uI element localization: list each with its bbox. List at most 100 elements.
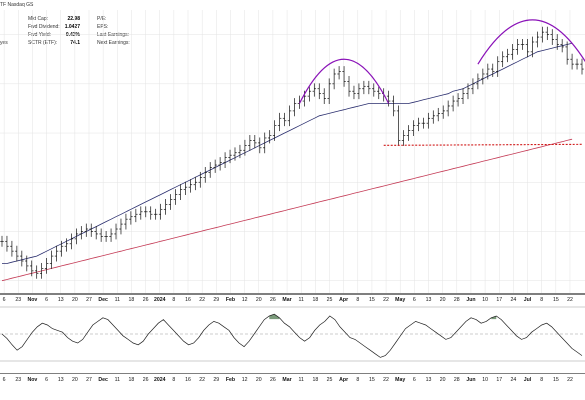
stats-left: Mkt Cap: 22.98 Fwd Dividend: 1.0427 Fwd Yiel… (28, 16, 81, 46)
x-tick-label: 10 (482, 297, 488, 303)
price-bar (555, 34, 559, 50)
x-tick-label: Feb (226, 377, 235, 383)
price-bar (114, 223, 118, 240)
x-tick-label: 26 (270, 377, 276, 383)
x-tick-label: 18 (129, 297, 135, 303)
price-bar (15, 245, 19, 262)
x-tick-label: Jul (524, 297, 532, 303)
ma-long-line (1, 138, 573, 282)
stat-label: P/E: (97, 16, 106, 22)
price-bar (570, 53, 574, 70)
stat-label: Fwd Dividend: (28, 24, 60, 30)
x-tick-label: 2024 (154, 377, 166, 383)
price-bar (243, 139, 247, 156)
x-tick-label: Apr (339, 377, 348, 383)
price-bar (163, 198, 168, 215)
price-bar (332, 68, 336, 90)
price-bar (44, 258, 49, 274)
x-axis-bottom: 6 23 Nov 6 13 20 27 Dec 11 18 26 2024 8 16 22 29 Feb 12 20… (3, 377, 573, 383)
price-bar (5, 235, 9, 252)
price-bar (248, 135, 252, 151)
price-bar (525, 39, 530, 58)
price-bar (89, 223, 93, 237)
price-bar (64, 238, 69, 252)
price-bar (119, 218, 123, 235)
price-bar (99, 228, 103, 242)
x-tick-label: 12 (242, 377, 248, 383)
x-tick-label: 13 (58, 297, 64, 303)
x-tick-label: 22 (199, 377, 205, 383)
price-bar (25, 255, 29, 272)
price-bar (372, 83, 376, 97)
x-tick-label: May (395, 297, 405, 303)
x-tick-label: 15 (369, 297, 375, 303)
price-bar (272, 120, 277, 141)
price-bar (59, 240, 64, 257)
x-tick-label: 17 (496, 377, 502, 383)
price-bar (10, 240, 14, 257)
price-bar (322, 88, 326, 105)
x-tick-label: 25 (327, 377, 333, 383)
x-tick-label: Dec (98, 297, 108, 303)
price-bar (396, 105, 401, 146)
price-bar (94, 226, 98, 240)
x-tick-label: 28 (454, 377, 460, 383)
price-bar (416, 117, 421, 132)
x-tick-label: 10 (482, 377, 488, 383)
price-bar (580, 58, 584, 75)
x-tick-label: 18 (312, 297, 318, 303)
pattern-arc-march (298, 58, 390, 104)
x-tick-label: 13 (426, 377, 432, 383)
price-bar (545, 26, 550, 41)
price-bar (74, 228, 79, 245)
price-bar (500, 51, 505, 68)
price-bar (253, 135, 257, 149)
price-bar (312, 83, 317, 97)
oscillator-panel (0, 294, 585, 374)
stat-value: 22.98 (67, 16, 80, 22)
x-tick-label: 8 (356, 377, 359, 383)
price-bar (124, 213, 128, 230)
price-bar (267, 130, 272, 144)
price-bar (104, 230, 108, 242)
x-tick-label: May (395, 377, 405, 383)
grid (0, 10, 585, 294)
support-line (383, 143, 583, 146)
price-bar (352, 85, 356, 100)
stats-right: P/E: EPS: Last Earnings: Next Earnings: (97, 16, 130, 46)
price-bar (367, 80, 371, 95)
price-bar (560, 39, 564, 53)
x-tick-label: Feb (226, 297, 235, 303)
x-tick-label: 27 (86, 297, 92, 303)
price-bar (391, 95, 396, 117)
x-tick-label: 11 (298, 377, 303, 383)
x-tick-label: Jul (524, 377, 532, 383)
price-bar (54, 245, 59, 262)
x-tick-label: 6 (45, 377, 48, 383)
x-tick-label: 20 (72, 377, 78, 383)
price-bar (550, 29, 554, 45)
x-tick-label: Nov (28, 297, 38, 303)
x-tick-label: 24 (510, 297, 516, 303)
price-bar (495, 56, 500, 77)
price-bar (193, 176, 198, 191)
price-bar (357, 83, 361, 100)
price-bar (39, 262, 44, 279)
price-bar (20, 250, 24, 267)
price-bar (223, 152, 227, 168)
price-bar (213, 159, 217, 173)
stat-value: 0.43% (66, 32, 81, 38)
price-bar (307, 85, 312, 102)
price-bar (34, 265, 39, 279)
x-tick-label: 18 (129, 377, 135, 383)
price-bar (148, 206, 153, 220)
price-bar (565, 41, 569, 65)
price-bar (342, 66, 346, 87)
price-bar (0, 235, 4, 247)
x-tick-label: 2024 (154, 297, 166, 303)
x-tick-label: 26 (143, 297, 149, 303)
price-bar (401, 130, 406, 146)
price-bar (530, 36, 535, 58)
